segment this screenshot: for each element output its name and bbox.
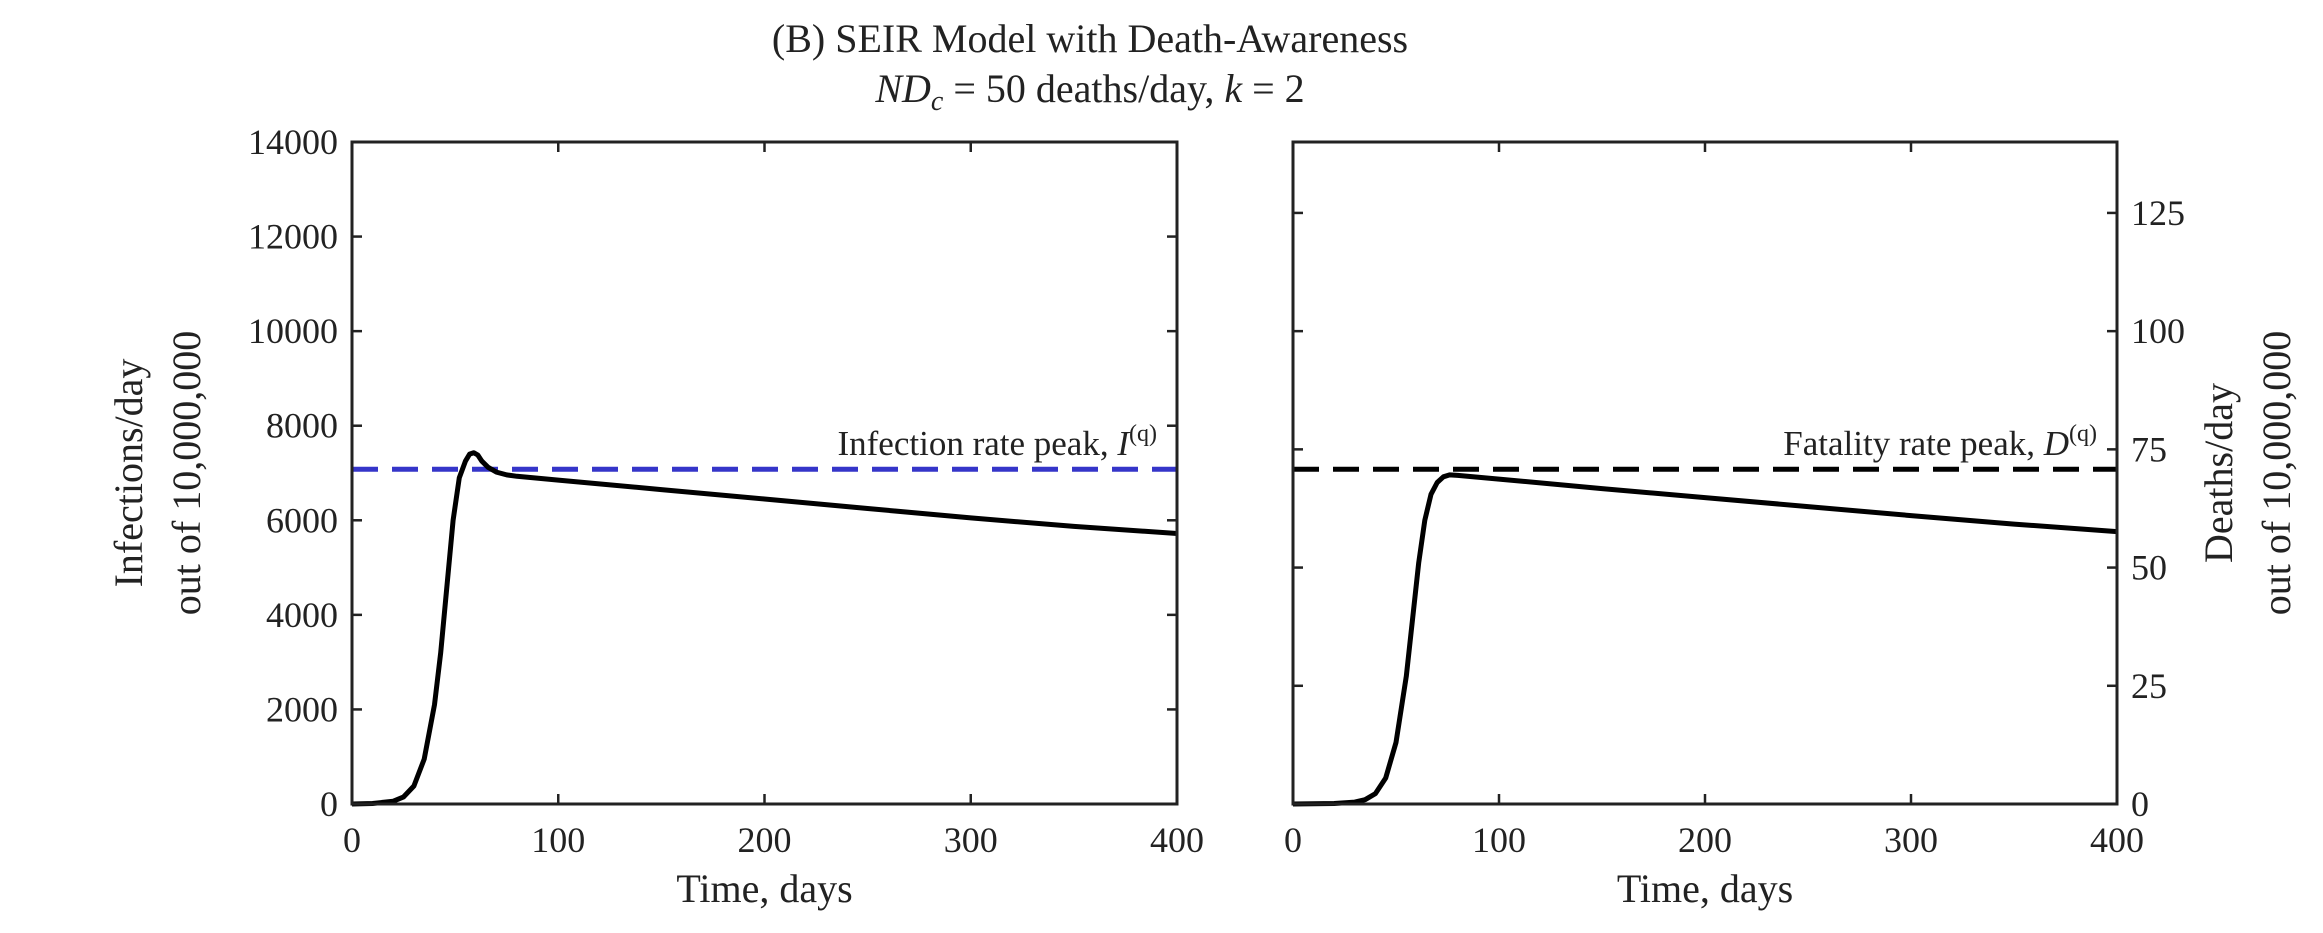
infections-x-tick-label: 100 — [531, 820, 585, 860]
deaths-y-tick-label: 0 — [2131, 784, 2149, 824]
infection-peak-symbol: I — [1116, 424, 1131, 463]
title-nd: ND — [874, 66, 931, 111]
infections-y-tick-label: 14000 — [248, 122, 338, 162]
infections-y-tick-label: 2000 — [266, 689, 338, 729]
deaths-y-tick-label: 25 — [2131, 666, 2167, 706]
title-line-2: NDc = 50 deaths/day, k = 2 — [874, 66, 1304, 117]
infection-peak-annotation: Infection rate peak, I(q) — [838, 421, 1158, 463]
deaths-x-tick-label: 400 — [2090, 820, 2144, 860]
infections-x-tick-label: 300 — [944, 820, 998, 860]
deaths-y-tick-label: 125 — [2131, 193, 2185, 233]
fatality-peak-symbol: D — [2043, 424, 2069, 463]
deaths-x-tick-label: 0 — [1284, 820, 1302, 860]
title-rest-1: = 50 deaths/day, — [943, 66, 1224, 111]
infection-peak-annotation-text: Infection rate peak, — [838, 424, 1118, 463]
deaths-x-tick-label: 200 — [1678, 820, 1732, 860]
deaths-y-tick-label: 100 — [2131, 311, 2185, 351]
infections-y-axis-label-line-2: out of 10,000,000 — [164, 331, 209, 615]
infections-x-tick-label: 200 — [738, 820, 792, 860]
title-line-1: (B) SEIR Model with Death-Awareness — [772, 16, 1408, 61]
infections-panel: 0 100 200 300 400020004000600080001000012000… — [106, 122, 1204, 911]
deaths-y-tick-label: 50 — [2131, 548, 2167, 588]
infections-plot-frame — [350, 140, 1179, 806]
fatality-rate-curve — [1292, 472, 2118, 807]
deaths-plot-frame — [1291, 140, 2119, 806]
deaths-x-tick-label: 100 — [1472, 820, 1526, 860]
infections-x-tick-label: 400 — [1150, 820, 1204, 860]
title-subscript: c — [931, 86, 944, 117]
deaths-y-axis-label-line-1: Deaths/day — [2196, 383, 2241, 563]
infections-y-tick-label: 12000 — [248, 217, 338, 257]
title-k: k — [1224, 66, 1243, 111]
infections-y-tick-label: 0 — [320, 784, 338, 824]
deaths-x-axis-label: Time, days — [1617, 866, 1793, 911]
infections-y-axis-label-line-1: Infections/day — [106, 359, 151, 588]
infections-ticks: 0 100 200 300 400020004000600080001000012000… — [248, 122, 1204, 860]
fatality-peak-annotation: Fatality rate peak, D(q) — [1783, 421, 2097, 463]
infection-rate-curve — [351, 450, 1178, 807]
infections-y-tick-label: 10000 — [248, 311, 338, 351]
fatality-peak-superscript: (q) — [2069, 421, 2097, 447]
infections-y-tick-label: 6000 — [266, 500, 338, 540]
infection-peak-superscript: (q) — [1129, 421, 1157, 447]
fatality-peak-annotation-text: Fatality rate peak, — [1783, 424, 2043, 463]
infections-x-tick-label: 0 — [343, 820, 361, 860]
infections-x-axis-label: Time, days — [676, 866, 852, 911]
title-rest-2: = 2 — [1242, 66, 1305, 111]
deaths-y-tick-label: 75 — [2131, 429, 2167, 469]
infections-y-tick-label: 8000 — [266, 406, 338, 446]
deaths-x-tick-label: 300 — [1884, 820, 1938, 860]
infections-y-tick-label: 4000 — [266, 595, 338, 635]
deaths-y-axis-label-line-2: out of 10,000,000 — [2254, 331, 2299, 615]
figure-title: (B) SEIR Model with Death-Awareness NDc … — [772, 16, 1408, 117]
